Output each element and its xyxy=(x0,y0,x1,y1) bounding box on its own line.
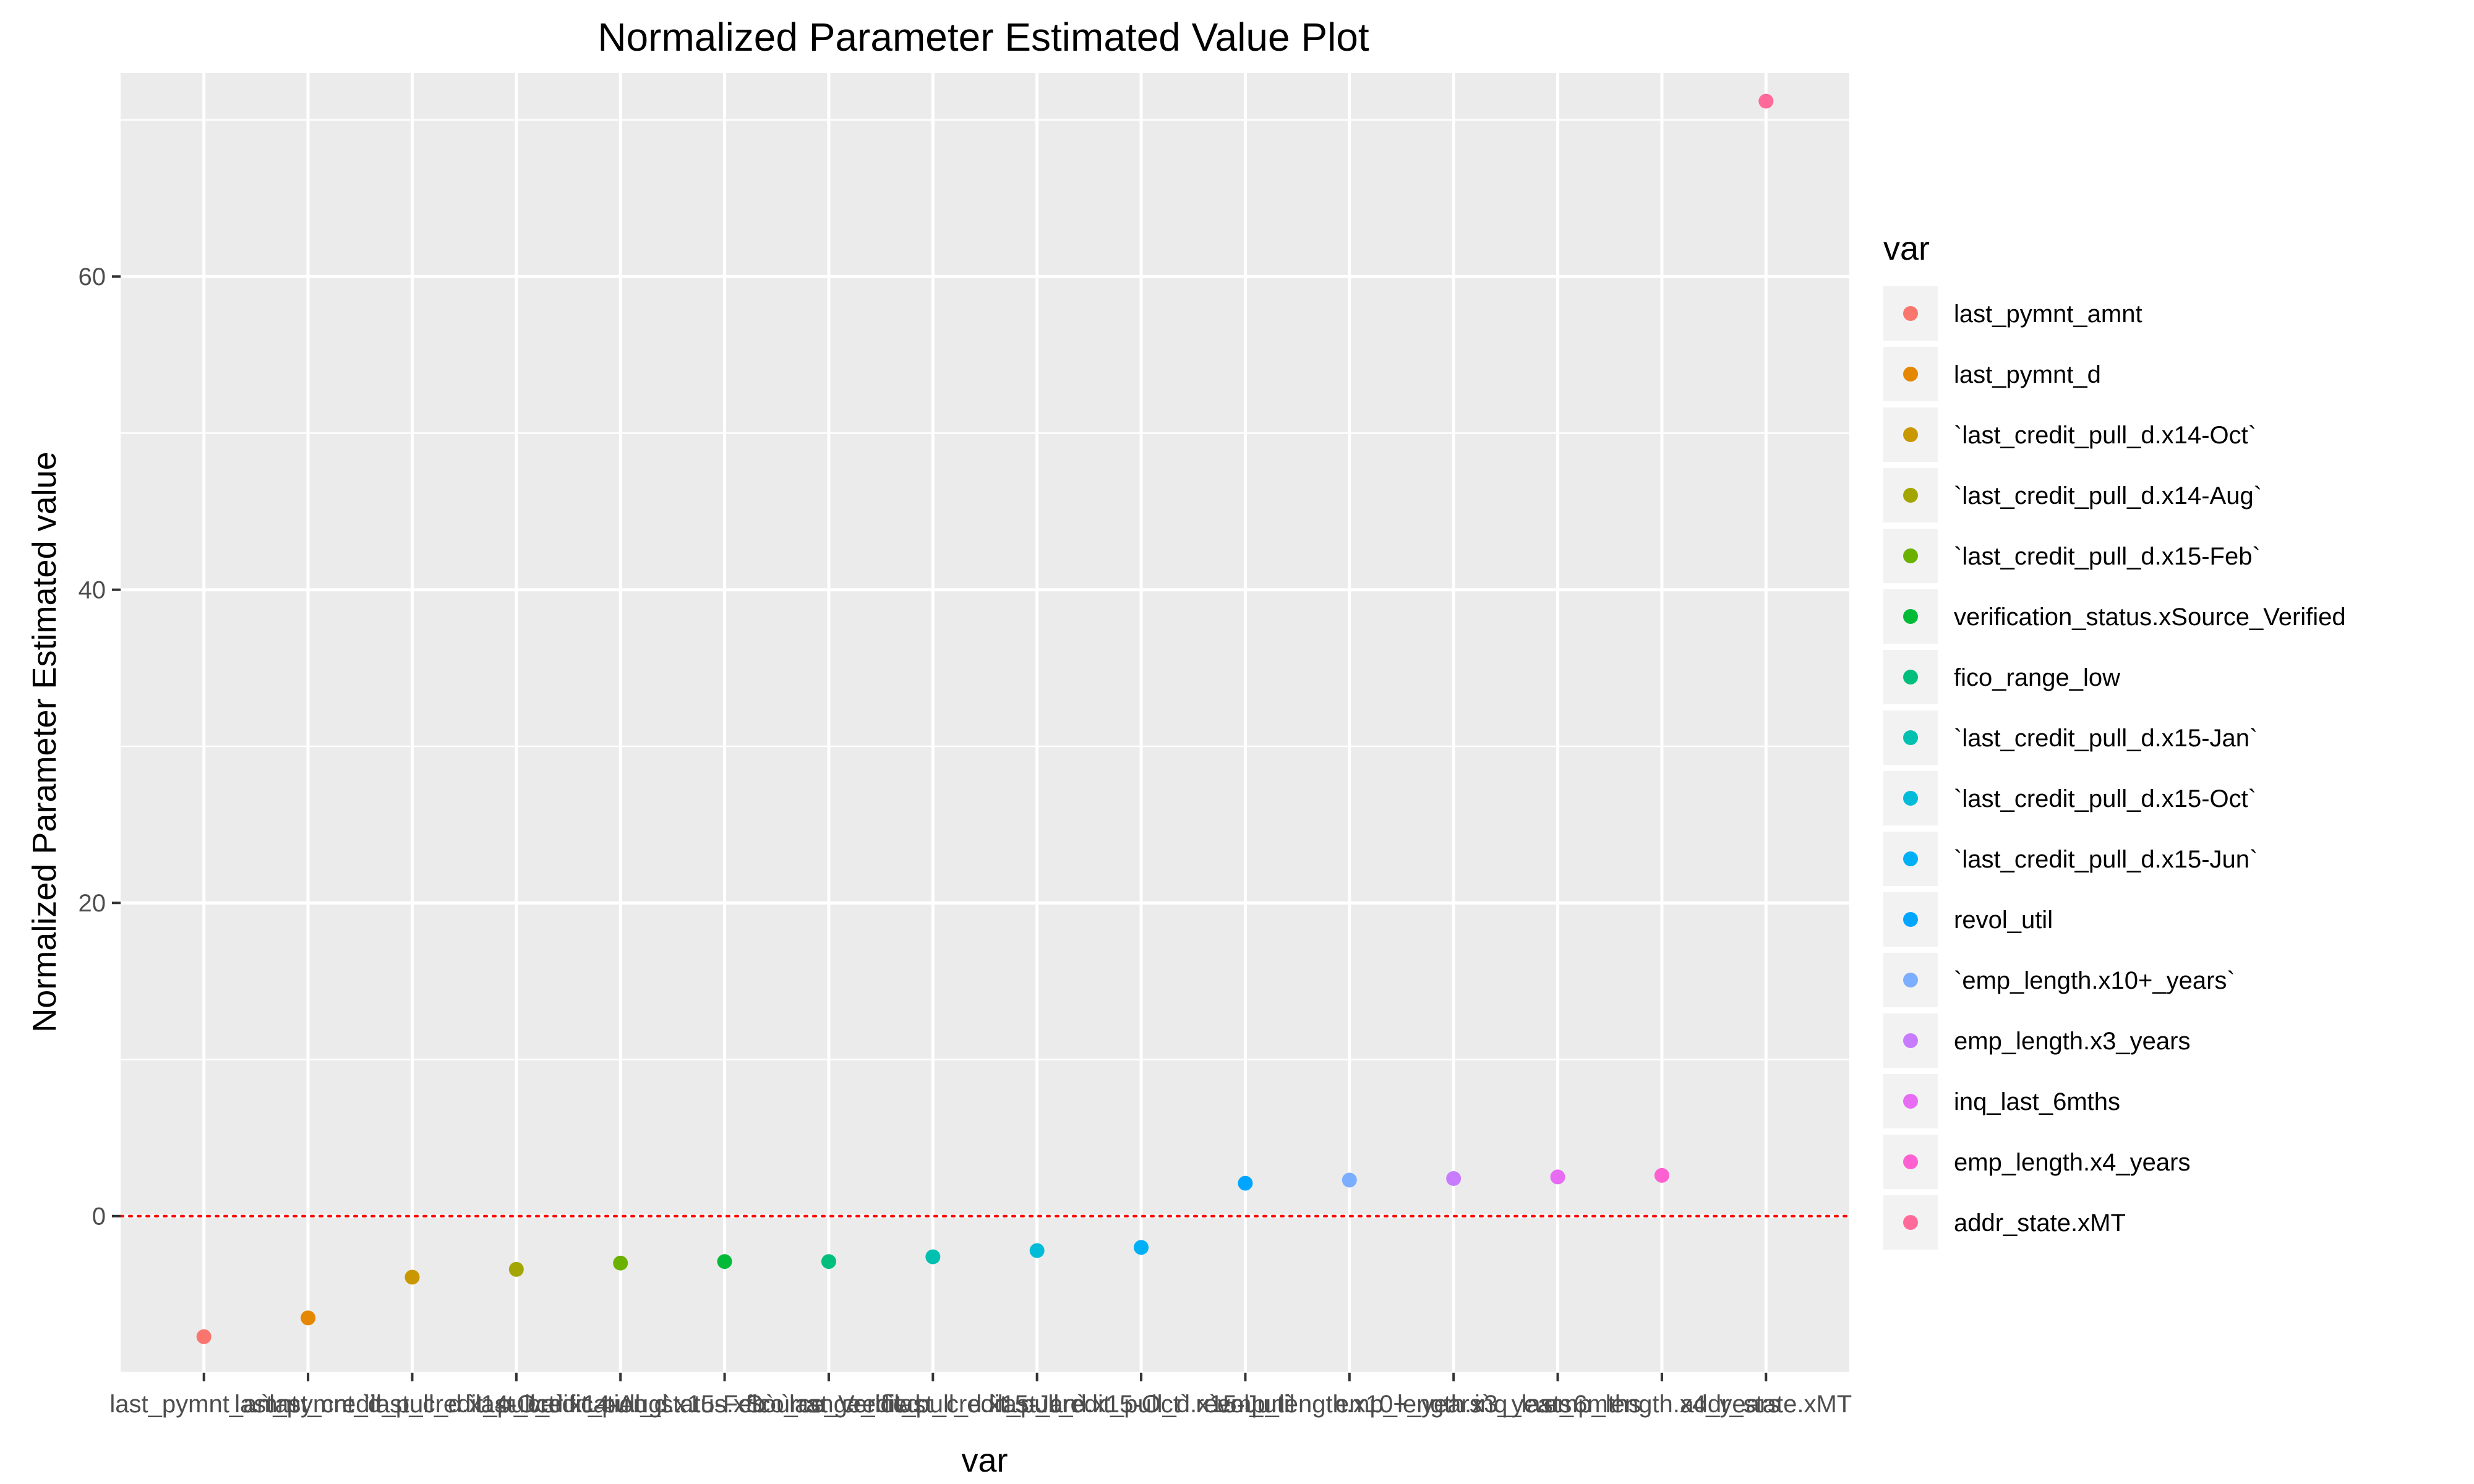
plot-panel xyxy=(121,73,1849,1373)
legend-item: addr_state.xMT xyxy=(1883,1195,2126,1250)
legend-marker xyxy=(1903,670,1918,684)
legend-marker xyxy=(1903,1033,1918,1048)
legend-label: `emp_length.x10+_years` xyxy=(1954,967,2235,994)
x-tick-label: revol_util xyxy=(1196,1391,1295,1418)
x-tick-label: last_pymnt_d xyxy=(234,1391,382,1418)
legend-label: addr_state.xMT xyxy=(1954,1209,2126,1237)
data-point xyxy=(821,1254,836,1269)
y-axis: 0 20 40 60 xyxy=(79,263,121,1230)
legend-item: `last_credit_pull_d.x15-Jan` xyxy=(1883,710,2258,765)
legend-marker xyxy=(1903,1215,1918,1230)
legend-title: var xyxy=(1883,230,1930,267)
legend-label: `last_credit_pull_d.x15-Jan` xyxy=(1954,725,2258,752)
legend-item: `last_credit_pull_d.x15-Jun` xyxy=(1883,832,2258,886)
legend-label: verification_status.xSource_Verified xyxy=(1954,603,2346,631)
legend-item: revol_util xyxy=(1883,892,2053,947)
legend-item: `last_credit_pull_d.x14-Aug` xyxy=(1883,468,2262,522)
legend-label: `last_credit_pull_d.x15-Jun` xyxy=(1954,846,2258,873)
x-tick-label: last_pymnt_amnt xyxy=(109,1391,298,1418)
legend-marker xyxy=(1903,367,1918,382)
x-tick-label: emp_length.x3_years xyxy=(1335,1391,1572,1418)
data-point xyxy=(1758,93,1774,109)
y-tick-label: 0 xyxy=(92,1203,106,1230)
data-point xyxy=(196,1329,212,1344)
data-point xyxy=(508,1261,524,1277)
legend-label: revol_util xyxy=(1954,906,2053,934)
x-tick-label: `last_credit_pull_d.x15-Feb` xyxy=(467,1391,774,1418)
legend-marker xyxy=(1903,609,1918,624)
legend-item: `last_credit_pull_d.x15-Oct` xyxy=(1883,771,2256,825)
x-tick-label: `last_credit_pull_d.x14-Oct` xyxy=(261,1391,563,1418)
data-points xyxy=(196,93,1774,1344)
y-tick-label: 20 xyxy=(79,890,106,917)
data-point xyxy=(925,1249,941,1264)
legend-item: fico_range_low xyxy=(1883,650,2120,704)
data-point xyxy=(613,1255,628,1271)
x-tick-label: `last_credit_pull_d.x15-Jun` xyxy=(989,1391,1293,1418)
legend-label: `last_credit_pull_d.x15-Oct` xyxy=(1954,785,2256,812)
x-axis: last_pymnt_amntlast_pymnt_d`last_credit_… xyxy=(109,1373,1852,1418)
legend-marker xyxy=(1903,306,1918,321)
data-point xyxy=(1134,1240,1149,1255)
legend-label: `last_credit_pull_d.x15-Feb` xyxy=(1954,543,2261,570)
legend-marker xyxy=(1903,912,1918,927)
y-tick-label: 60 xyxy=(79,263,106,291)
data-point xyxy=(1029,1243,1045,1258)
legend-item: `emp_length.x10+_years` xyxy=(1883,953,2235,1007)
y-axis-title: Normalized Parameter Estimated value xyxy=(26,451,63,1032)
legend-marker xyxy=(1903,791,1918,806)
legend-label: last_pymnt_d xyxy=(1954,361,2101,388)
legend-label: `last_credit_pull_d.x14-Oct` xyxy=(1954,422,2256,449)
legend-marker xyxy=(1903,488,1918,503)
legend-item: emp_length.x3_years xyxy=(1883,1013,2190,1068)
legend-marker xyxy=(1903,427,1918,442)
x-tick-label: addr_state.xMT xyxy=(1680,1391,1852,1418)
data-point xyxy=(1238,1175,1253,1191)
data-point xyxy=(1342,1172,1357,1188)
legend-item: `last_credit_pull_d.x15-Feb` xyxy=(1883,529,2261,583)
legend-marker xyxy=(1903,1094,1918,1109)
x-axis-title: var xyxy=(961,1442,1008,1479)
legend-label: inq_last_6mths xyxy=(1954,1088,2120,1115)
legend-item: inq_last_6mths xyxy=(1883,1074,2120,1128)
legend-label: emp_length.x4_years xyxy=(1954,1149,2190,1176)
legend-item: last_pymnt_d xyxy=(1883,347,2101,401)
x-tick-label: verification_status.xSource_Verified xyxy=(529,1391,921,1418)
legend-item: emp_length.x4_years xyxy=(1883,1135,2190,1189)
data-point xyxy=(301,1310,316,1326)
x-tick-label: emp_length.x4_years xyxy=(1544,1391,1780,1418)
legend-label: last_pymnt_amnt xyxy=(1954,301,2142,328)
y-tick-label: 40 xyxy=(79,577,106,604)
minor-gridlines xyxy=(121,119,1849,1374)
legend-label: `last_credit_pull_d.x14-Aug` xyxy=(1954,482,2262,510)
data-point xyxy=(1654,1167,1669,1183)
data-point xyxy=(1446,1171,1462,1186)
legend-item: verification_status.xSource_Verified xyxy=(1883,589,2346,644)
data-point xyxy=(404,1269,420,1285)
major-gridlines xyxy=(121,73,1849,1373)
legend-label: emp_length.x3_years xyxy=(1954,1028,2190,1055)
legend-label: fico_range_low xyxy=(1954,664,2120,691)
legend-marker xyxy=(1903,851,1918,866)
x-tick-label: fico_range_low xyxy=(745,1391,912,1418)
x-tick-label: `last_credit_pull_d.x14-Aug` xyxy=(362,1391,670,1418)
legend-item: `last_credit_pull_d.x14-Oct` xyxy=(1883,407,2256,462)
legend: last_pymnt_amnt last_pymnt_d `last_credit_… xyxy=(1883,286,2346,1250)
x-tick-label: `emp_length.x10+_years` xyxy=(1209,1391,1490,1418)
data-point xyxy=(1550,1169,1565,1185)
data-point xyxy=(717,1254,732,1269)
legend-marker xyxy=(1903,973,1918,987)
chart-title: Normalized Parameter Estimated Value Plo… xyxy=(597,15,1369,59)
x-tick-label: inq_last_6mths xyxy=(1475,1391,1641,1418)
legend-item: last_pymnt_amnt xyxy=(1883,286,2142,341)
legend-marker xyxy=(1903,730,1918,745)
x-tick-label: `last_credit_pull_d.x15-Jan` xyxy=(781,1391,1085,1418)
legend-marker xyxy=(1903,548,1918,563)
legend-marker xyxy=(1903,1154,1918,1169)
x-tick-label: `last_credit_pull_d.x15-Oct` xyxy=(886,1391,1188,1418)
